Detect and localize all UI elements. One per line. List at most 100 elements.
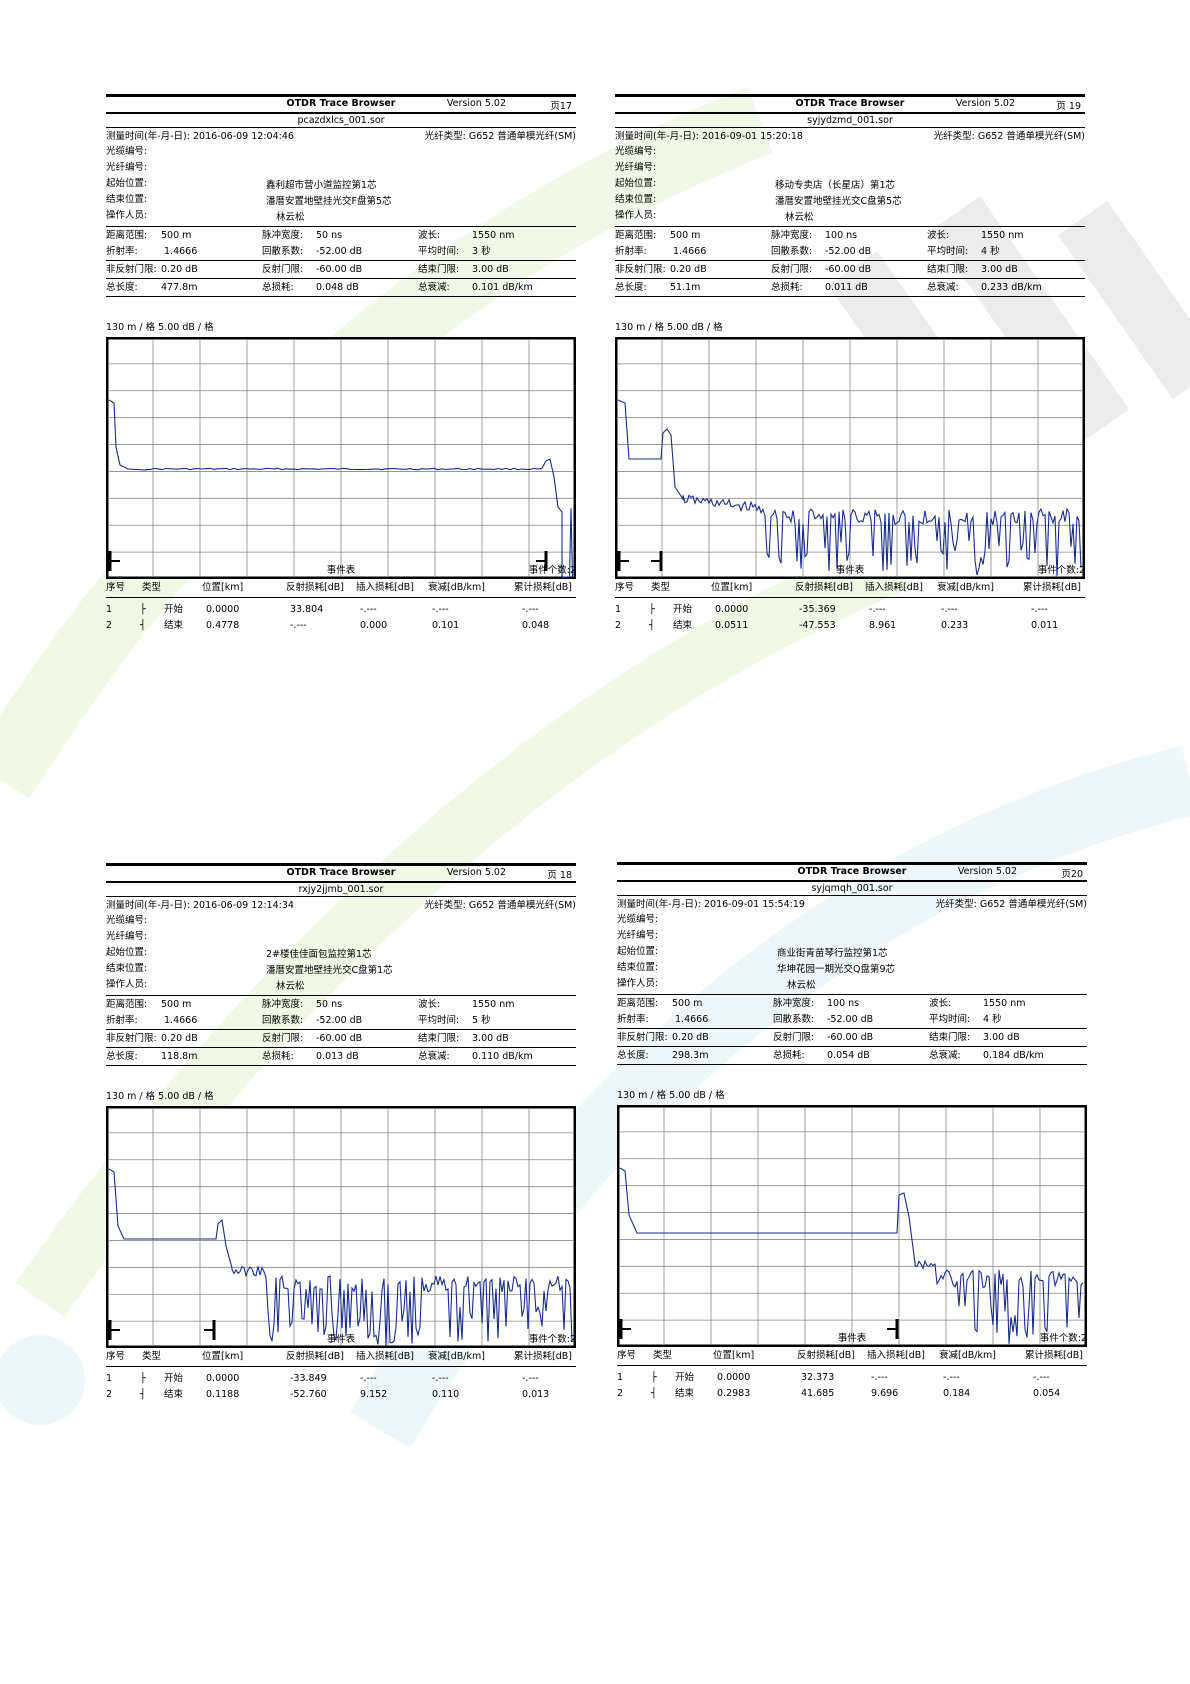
parameter-block: 距离范围: 500 m 脉冲宽度: 100 ns 波长: 1550 nm 折射率…: [615, 226, 1085, 297]
fiber-type-label: 光纤类型:: [935, 899, 977, 910]
backscatter-label: 回散系数:: [262, 1015, 304, 1026]
event-cumulative: 0.013: [522, 1389, 550, 1400]
col-no: 序号: [106, 582, 126, 593]
ior-value: 1.4666: [164, 1015, 198, 1026]
start-location-label: 起始位置:: [106, 947, 148, 958]
event-position: 0.0000: [717, 1372, 751, 1383]
otdr-report-panel-1: OTDR Trace Browser Version 5.02 页17 pcaz…: [106, 94, 576, 654]
col-reflectance: 反射损耗[dB]: [797, 1350, 855, 1361]
end-thresh-label: 结束门限:: [929, 1032, 971, 1043]
total-length-label: 总长度:: [106, 1051, 138, 1062]
event-end-icon: ┤: [649, 620, 655, 631]
total-loss-value: 0.013 dB: [316, 1051, 359, 1062]
end-thresh-value: 3.00 dB: [472, 1033, 509, 1044]
col-type: 类型: [653, 1350, 673, 1361]
otdr-trace-line: [619, 1167, 1084, 1344]
event-no: 1: [617, 1372, 624, 1383]
event-table: 事件表 事件个数:2 序号 类型 位置[km] 反射损耗[dB] 插入损耗[dB…: [617, 1333, 1087, 1402]
event-reflectance: 32.373: [801, 1372, 835, 1383]
info-block: 测量时间(年-月-日): 2016-09-01 15:54:19 光纤类型: G…: [617, 898, 1087, 994]
report-title: OTDR Trace Browser: [795, 98, 905, 109]
end-location-value: 潘厝安置地壁挂光交F盘第5芯: [266, 196, 392, 207]
avg-time-label: 平均时间:: [418, 246, 460, 257]
event-type: 结束: [164, 620, 184, 631]
col-insertion: 插入损耗[dB]: [867, 1350, 925, 1361]
backscatter-label: 回散系数:: [773, 1014, 815, 1025]
backscatter-value: -52.00 dB: [316, 1015, 363, 1026]
operator-label: 操作人员:: [615, 210, 657, 221]
event-cumulative: -.---: [1031, 604, 1048, 615]
event-attenuation: -.---: [432, 604, 449, 615]
range-label: 距离范围:: [617, 998, 659, 1009]
event-table-header: 序号 类型 位置[km] 反射损耗[dB] 插入损耗[dB] 衰减[dB/km]…: [106, 579, 576, 598]
event-table-label: 事件表: [326, 565, 356, 576]
total-loss-label: 总损耗:: [262, 282, 294, 293]
event-insertion: 9.696: [871, 1388, 899, 1399]
total-length-label: 总长度:: [617, 1050, 649, 1061]
backscatter-value: -52.00 dB: [827, 1014, 874, 1025]
event-reflectance: -52.760: [290, 1389, 327, 1400]
refl-label: 反射门限:: [262, 264, 304, 275]
end-thresh-value: 3.00 dB: [983, 1032, 1020, 1043]
col-attenuation: 衰减[dB/km]: [428, 1351, 485, 1362]
parameter-block: 距离范围: 500 m 脉冲宽度: 50 ns 波长: 1550 nm 折射率:…: [106, 995, 576, 1066]
cable-no-label: 光缆编号:: [615, 146, 657, 157]
event-cumulative: -.---: [1033, 1372, 1050, 1383]
event-start-icon: ├: [140, 1373, 146, 1384]
fiber-type-label: 光纤类型:: [424, 131, 466, 142]
event-count: 事件个数:2: [1037, 565, 1085, 576]
total-length-value: 477.8m: [161, 282, 198, 293]
otdr-report-panel-4: OTDR Trace Browser Version 5.02 页20 syjq…: [617, 862, 1087, 1422]
event-insertion: -.---: [869, 604, 886, 615]
total-atten-value: 0.233 dB/km: [981, 282, 1042, 293]
file-name: syjqmqh_001.sor: [617, 882, 1087, 896]
range-value: 500 m: [161, 230, 192, 241]
version-label: Version 5.02: [446, 867, 506, 878]
total-atten-value: 0.110 dB/km: [472, 1051, 533, 1062]
pulse-value: 50 ns: [316, 230, 343, 241]
report-title: OTDR Trace Browser: [286, 98, 396, 109]
report-title: OTDR Trace Browser: [797, 866, 907, 877]
col-cumulative: 累计损耗[dB]: [1025, 1350, 1083, 1361]
cable-no-label: 光缆编号:: [106, 915, 148, 926]
otdr-trace-chart: [617, 1105, 1087, 1347]
total-loss-value: 0.054 dB: [827, 1050, 870, 1061]
trace-svg: [615, 337, 1085, 579]
report-header: OTDR Trace Browser Version 5.02 页 19: [615, 94, 1085, 114]
start-location-label: 起始位置:: [615, 178, 657, 189]
col-position: 位置[km]: [202, 582, 244, 593]
col-cumulative: 累计损耗[dB]: [514, 582, 572, 593]
nonrefl-value: 0.20 dB: [161, 1033, 198, 1044]
start-location-value: 商业街青苗琴行监控第1芯: [777, 948, 888, 959]
ior-label: 折射率:: [617, 1014, 649, 1025]
parameter-block: 距离范围: 500 m 脉冲宽度: 100 ns 波长: 1550 nm 折射率…: [617, 994, 1087, 1065]
event-no: 2: [106, 620, 113, 631]
nonrefl-value: 0.20 dB: [670, 264, 707, 275]
page-number: 页17: [550, 101, 572, 112]
total-atten-label: 总衰减:: [418, 1051, 450, 1062]
fiber-type-value: G652 普通单模光纤(SM): [468, 131, 576, 142]
operator-value: 林云松: [276, 212, 305, 223]
wavelength-value: 1550 nm: [472, 230, 515, 241]
event-insertion: -.---: [871, 1372, 888, 1383]
nonrefl-value: 0.20 dB: [672, 1032, 709, 1043]
nonrefl-label: 非反射门限:: [106, 264, 157, 275]
total-loss-value: 0.011 dB: [825, 282, 868, 293]
start-location-label: 起始位置:: [106, 178, 148, 189]
avg-time-value: 4 秒: [983, 1014, 1002, 1025]
operator-value: 林云松: [785, 212, 814, 223]
refl-value: -60.00 dB: [316, 264, 363, 275]
fiber-type-label: 光纤类型:: [933, 131, 975, 142]
col-type: 类型: [651, 582, 671, 593]
col-reflectance: 反射损耗[dB]: [286, 1351, 344, 1362]
event-attenuation: -.---: [943, 1372, 960, 1383]
total-atten-label: 总衰减:: [927, 282, 959, 293]
total-length-value: 118.8m: [161, 1051, 198, 1062]
event-count: 事件个数:2: [528, 565, 576, 576]
start-location-value: 移动专卖店（长星店）第1芯: [775, 180, 896, 191]
event-no: 2: [106, 1389, 113, 1400]
start-location-value: 2#楼佳佳面包监控第1芯: [266, 949, 372, 960]
pulse-value: 100 ns: [827, 998, 860, 1009]
event-count: 事件个数:2: [528, 1334, 576, 1345]
end-thresh-label: 结束门限:: [418, 1033, 460, 1044]
